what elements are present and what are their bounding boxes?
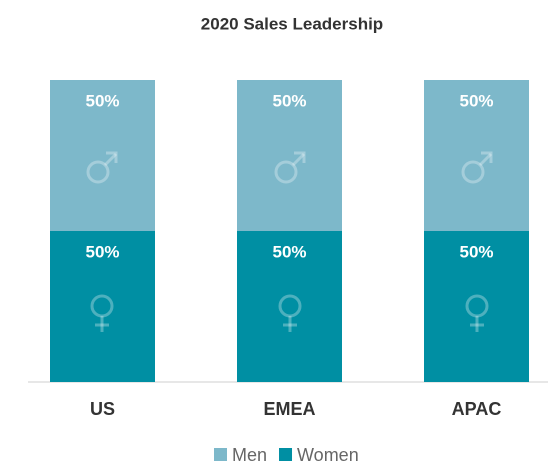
legend-label: Women: [297, 445, 359, 465]
value-label: 50%: [272, 91, 306, 110]
x-tick-label: US: [90, 399, 115, 419]
x-tick-label: EMEA: [263, 399, 315, 419]
chart-title: 2020 Sales Leadership: [201, 14, 383, 33]
value-label: 50%: [459, 242, 493, 261]
legend-label: Men: [232, 445, 267, 465]
value-label: 50%: [272, 242, 306, 261]
value-label: 50%: [85, 242, 119, 261]
legend-swatch: [279, 448, 293, 461]
bars: [50, 80, 529, 382]
bar-segment: [237, 80, 342, 231]
bar-segment: [237, 231, 342, 382]
value-label: 50%: [459, 91, 493, 110]
labels: 50% 50% 50% 50% 50% 50%: [85, 91, 493, 261]
x-tick-label: APAC: [452, 399, 502, 419]
bar-segment: [424, 231, 529, 382]
bar-segment: [424, 80, 529, 231]
bar-segment: [50, 80, 155, 231]
legend-swatch: [214, 448, 227, 461]
value-label: 50%: [85, 91, 119, 110]
bar-segment: [50, 231, 155, 382]
